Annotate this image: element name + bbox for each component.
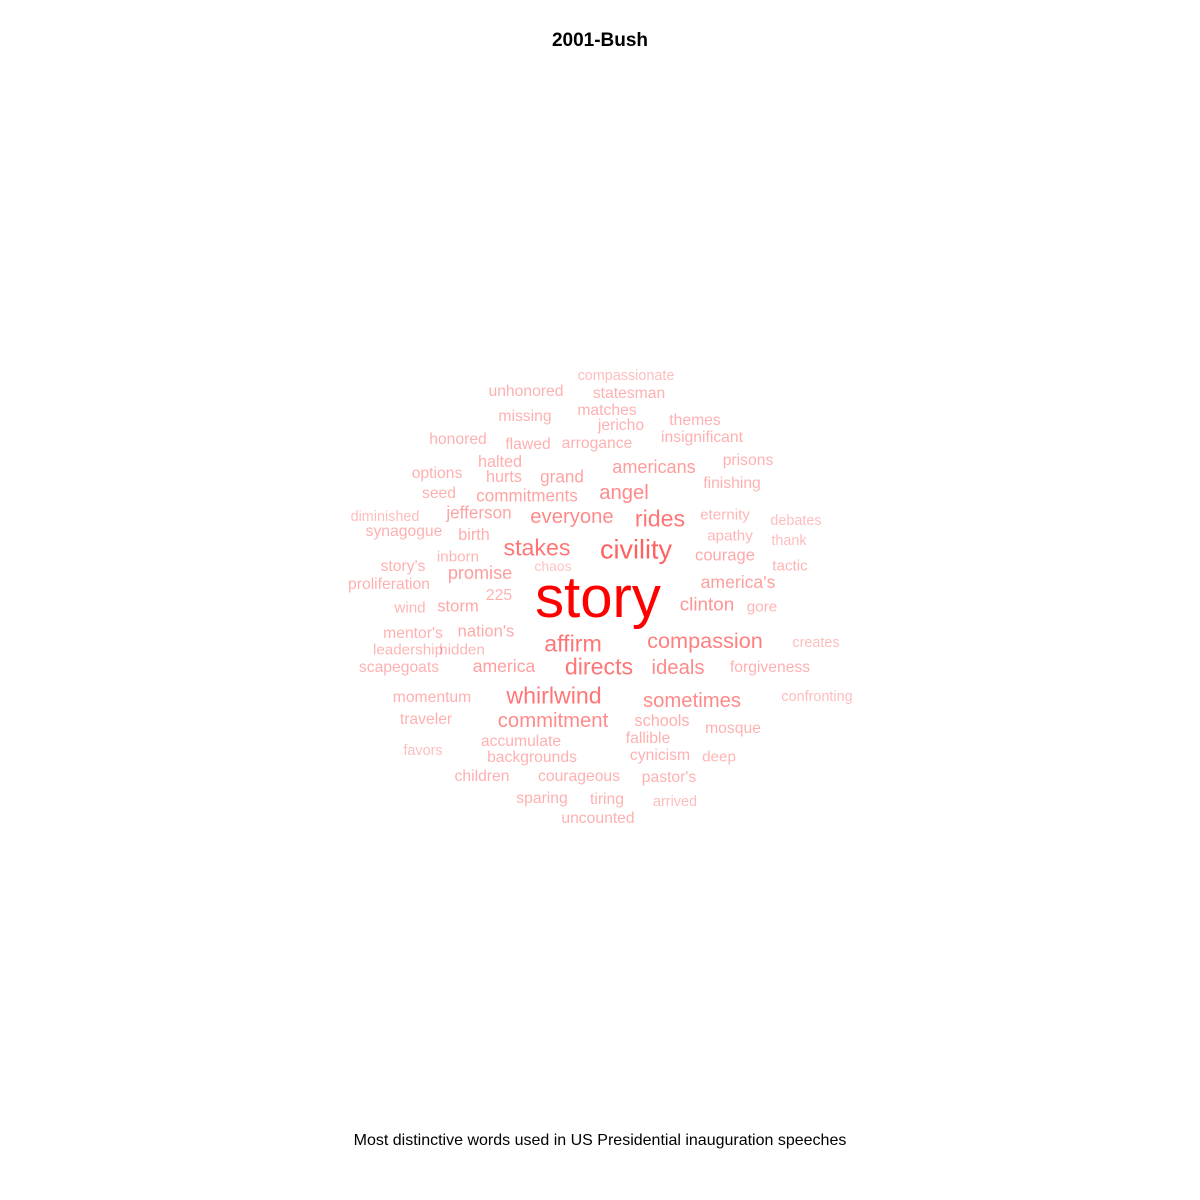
- word-courageous: courageous: [538, 768, 620, 786]
- word-stakes: stakes: [503, 534, 571, 561]
- word-matches: matches: [577, 402, 637, 420]
- word-confronting: confronting: [781, 688, 853, 705]
- word-arrived: arrived: [653, 793, 697, 810]
- word-nation-s: nation's: [457, 621, 515, 641]
- word-hidden: hidden: [439, 641, 485, 659]
- word-children: children: [454, 768, 510, 786]
- chart-title: 2001-Bush: [551, 30, 649, 51]
- word-courage: courage: [695, 545, 755, 565]
- word-angel: angel: [599, 481, 649, 504]
- word-sometimes: sometimes: [642, 689, 742, 712]
- word-americans: americans: [612, 456, 696, 477]
- word-themes: themes: [669, 412, 721, 430]
- word-leadership: leadership: [372, 641, 444, 659]
- word-schools: schools: [634, 711, 690, 730]
- word-seed: seed: [421, 485, 457, 503]
- word-prisons: prisons: [722, 452, 774, 470]
- word-deep: deep: [702, 748, 736, 766]
- word-whirlwind: whirlwind: [506, 682, 602, 709]
- word-thank: thank: [771, 532, 807, 549]
- word-favors: favors: [403, 742, 443, 759]
- word-honored: honored: [429, 431, 487, 449]
- word-accumulate: accumulate: [480, 733, 562, 751]
- word-proliferation: proliferation: [348, 576, 430, 594]
- word-sparing: sparing: [516, 790, 568, 808]
- word-grand: grand: [540, 467, 584, 487]
- word-fallible: fallible: [625, 730, 671, 748]
- word-finishing: finishing: [703, 475, 761, 493]
- word-commitment: commitment: [497, 709, 609, 732]
- chart-caption: Most distinctive words used in US Presid…: [353, 1132, 847, 1149]
- word-jericho: jericho: [597, 417, 645, 435]
- word-tactic: tactic: [772, 557, 808, 575]
- word-civility: civility: [600, 534, 672, 565]
- word-insignificant: insignificant: [661, 429, 743, 447]
- word-225: 225: [485, 587, 513, 605]
- word-synagogue: synagogue: [365, 523, 443, 541]
- word-hurts: hurts: [486, 467, 522, 486]
- word-storm: storm: [437, 596, 479, 616]
- word-eternity: eternity: [700, 506, 750, 524]
- word-commitments: commitments: [476, 486, 578, 506]
- word-arrogance: arrogance: [561, 435, 633, 453]
- word-apathy: apathy: [707, 527, 753, 545]
- word-tiring: tiring: [589, 791, 625, 809]
- word-america-s: america's: [700, 572, 776, 593]
- word-halted: halted: [477, 452, 523, 471]
- word-cynicism: cynicism: [629, 747, 691, 765]
- word-affirm: affirm: [544, 630, 602, 657]
- word-flawed: flawed: [505, 436, 551, 454]
- word-jefferson: jefferson: [446, 503, 512, 523]
- word-story-s: story's: [380, 558, 426, 576]
- word-forgiveness: forgiveness: [729, 659, 811, 677]
- word-chaos: chaos: [534, 558, 572, 574]
- word-promise: promise: [447, 562, 513, 583]
- word-birth: birth: [458, 525, 490, 544]
- word-ideals: ideals: [651, 656, 705, 679]
- word-gore: gore: [746, 598, 778, 616]
- word-rides: rides: [634, 505, 686, 532]
- word-compassionate: compassionate: [577, 367, 675, 384]
- word-america: america: [472, 656, 536, 677]
- word-directs: directs: [564, 653, 634, 680]
- word-options: options: [411, 465, 463, 483]
- word-diminished: diminished: [350, 508, 420, 525]
- word-statesman: statesman: [592, 385, 666, 403]
- word-everyone: everyone: [530, 505, 614, 528]
- word-inborn: inborn: [436, 548, 480, 566]
- word-mosque: mosque: [705, 720, 761, 738]
- word-mentor-s: mentor's: [383, 625, 443, 643]
- word-creates: creates: [792, 634, 840, 651]
- word-story: story: [535, 565, 661, 630]
- word-backgrounds: backgrounds: [487, 749, 577, 767]
- word-unhonored: unhonored: [488, 383, 564, 401]
- word-missing: missing: [498, 408, 552, 426]
- word-traveler: traveler: [399, 711, 453, 729]
- word-clinton: clinton: [679, 594, 735, 616]
- word-debates: debates: [770, 512, 822, 529]
- word-pastor-s: pastor's: [641, 769, 697, 787]
- word-wind: wind: [394, 599, 426, 617]
- word-scapegoats: scapegoats: [358, 659, 440, 677]
- word-compassion: compassion: [647, 628, 763, 654]
- word-momentum: momentum: [392, 689, 472, 707]
- word-uncounted: uncounted: [561, 810, 635, 828]
